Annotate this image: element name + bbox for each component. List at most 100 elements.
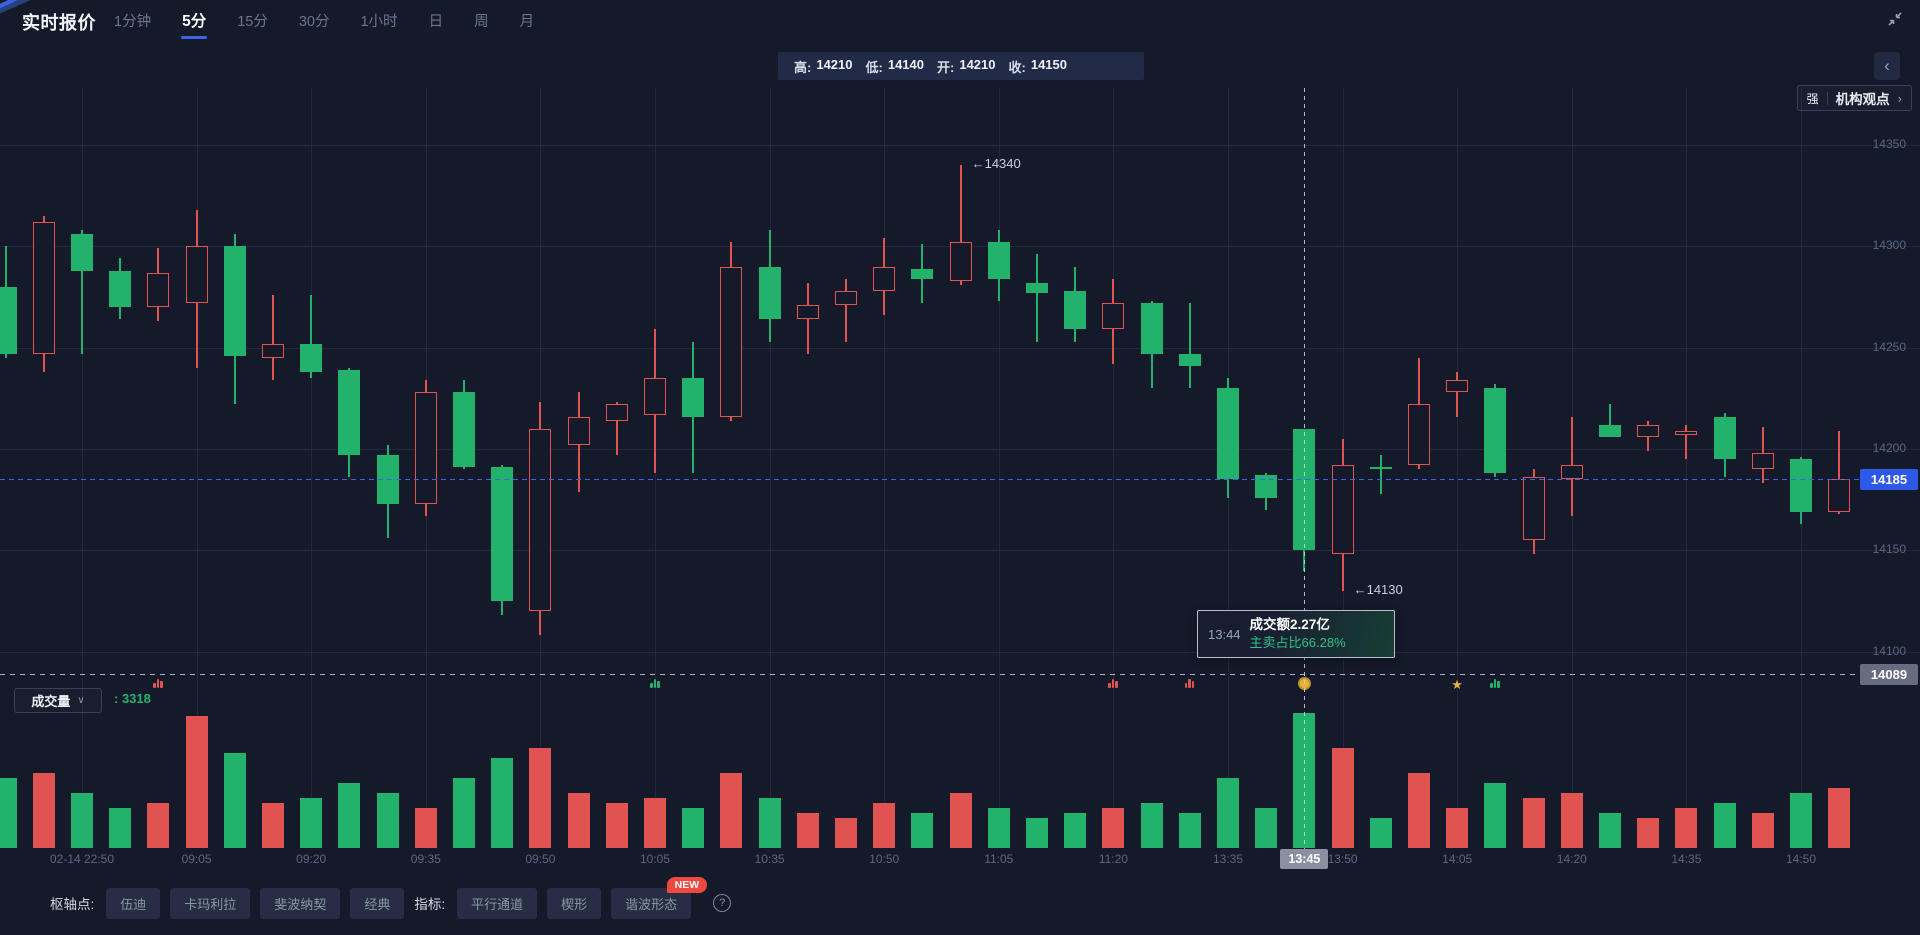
volume-bar[interactable] [1484,782,1507,848]
candle[interactable] [1178,353,1201,366]
tab-月[interactable]: 月 [519,13,535,30]
volume-bar[interactable] [796,813,819,848]
candle[interactable] [949,242,972,281]
candle[interactable] [987,242,1010,279]
volume-bar[interactable] [1026,817,1048,848]
candle[interactable] [109,270,132,308]
candle[interactable] [796,305,819,320]
volume-bar[interactable] [949,793,972,848]
candle[interactable] [1560,465,1583,480]
toolbar-button-楔形[interactable]: 楔形 [547,887,602,919]
event-marker-mini-bars[interactable] [153,678,163,688]
volume-bar[interactable] [1751,813,1774,848]
candle[interactable] [873,266,896,291]
volume-bar[interactable] [1599,813,1621,848]
candle[interactable] [1408,404,1430,466]
volume-bar[interactable] [1713,803,1736,848]
volume-bar[interactable] [758,797,781,848]
tab-日[interactable]: 日 [428,13,444,30]
volume-bar[interactable] [491,757,514,848]
volume-bar[interactable] [1637,817,1660,848]
volume-bar[interactable] [1255,807,1278,848]
candle[interactable] [1331,465,1354,555]
volume-bar[interactable] [0,778,17,848]
volume-indicator-dropdown[interactable]: 成交量 ∨ [14,688,102,713]
volume-bar[interactable] [185,715,208,848]
candle[interactable] [1751,453,1774,470]
toolbar-button-斐波纳契[interactable]: 斐波纳契 [260,887,341,919]
candle[interactable] [453,392,475,468]
volume-bar[interactable] [300,797,323,848]
candle[interactable] [835,290,857,306]
volume-bar[interactable] [1102,807,1125,848]
volume-bar[interactable] [1140,803,1163,848]
candle[interactable] [1828,479,1851,512]
chevron-left-button[interactable]: ‹ [1874,52,1900,80]
event-marker-mini-bars[interactable] [1108,678,1118,688]
volume-bar[interactable] [414,807,437,848]
event-marker-coin[interactable] [1298,676,1312,690]
volume-bar[interactable] [71,793,93,848]
volume-bar[interactable] [644,797,666,848]
candle[interactable] [147,272,170,308]
volume-bar[interactable] [1828,787,1851,848]
candle[interactable] [644,378,666,415]
volume-bar[interactable] [1522,797,1545,848]
event-marker-star[interactable]: ★ [1451,676,1463,692]
candle[interactable] [300,343,323,372]
candle[interactable] [71,234,93,271]
volume-bar[interactable] [1675,807,1698,848]
volume-bar[interactable] [338,782,361,848]
volume-bar[interactable] [987,807,1010,848]
candle[interactable] [1675,430,1698,435]
tab-5分[interactable]: 5分 [180,0,208,40]
volume-bar[interactable] [873,803,896,848]
tab-1小时[interactable]: 1小时 [360,13,398,30]
candle[interactable] [185,246,208,304]
volume-bar[interactable] [1790,793,1812,848]
candle[interactable] [1369,467,1392,470]
volume-bar[interactable] [109,807,132,848]
volume-bar[interactable] [32,772,55,848]
candle[interactable] [338,369,361,456]
volume-bar[interactable] [605,803,628,848]
volume-bar[interactable] [262,803,284,848]
volume-bar[interactable] [1369,817,1392,848]
candle[interactable] [1446,380,1469,393]
volume-bar[interactable] [1331,747,1354,848]
candle[interactable] [32,222,55,354]
candle[interactable] [605,404,628,421]
volume-bar[interactable] [1178,813,1201,848]
help-icon[interactable]: ? [713,894,732,912]
volume-bar[interactable] [1560,793,1583,848]
collapse-icon[interactable] [1884,8,1906,30]
event-marker-mini-bars[interactable] [1490,678,1500,688]
event-marker-mini-bars[interactable] [1184,678,1195,688]
tab-30分[interactable]: 30分 [298,13,330,30]
candle[interactable] [1484,388,1507,474]
candle[interactable] [1217,388,1239,480]
volume-bar[interactable] [1217,778,1239,848]
volume-bar[interactable] [911,813,934,848]
volume-bar[interactable] [376,793,399,848]
volume-bar[interactable] [223,752,246,848]
volume-bar[interactable] [567,793,590,848]
candle[interactable] [567,416,590,445]
tab-1分钟[interactable]: 1分钟 [114,13,152,30]
tab-周[interactable]: 周 [474,13,489,30]
candle[interactable] [1102,303,1125,330]
candle[interactable] [0,286,17,354]
toolbar-button-平行通道[interactable]: 平行通道 [457,887,538,919]
volume-bar[interactable] [720,772,743,848]
candle[interactable] [1140,303,1163,354]
candle[interactable] [911,268,934,279]
toolbar-button-伍迪[interactable]: 伍迪 [106,887,161,919]
volume-bar[interactable] [529,747,552,848]
candle[interactable] [682,378,705,417]
volume-bar[interactable] [682,807,705,848]
volume-bar[interactable] [1064,813,1087,848]
event-marker-mini-bars[interactable] [650,678,660,688]
volume-bar[interactable] [147,803,170,848]
candle[interactable] [1064,290,1087,330]
candle[interactable] [1713,416,1736,460]
